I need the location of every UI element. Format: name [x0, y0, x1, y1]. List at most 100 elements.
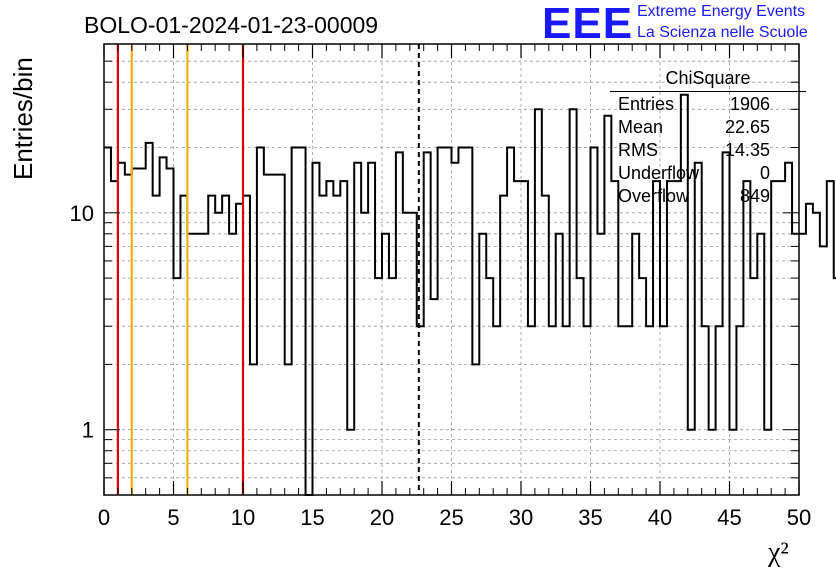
histogram-bin	[417, 326, 424, 495]
histogram-bin	[660, 326, 667, 495]
histogram-bin	[695, 163, 702, 495]
histogram-bin	[333, 196, 340, 495]
histogram-bin	[521, 181, 528, 495]
histogram-bin	[465, 147, 472, 495]
stats-value: 1906	[729, 94, 770, 114]
histogram-bin	[709, 430, 716, 495]
histogram-bin	[597, 234, 604, 495]
histogram-bin	[757, 234, 764, 495]
histogram-bin	[146, 143, 153, 495]
histogram-bin	[410, 213, 417, 495]
histogram-bin	[438, 147, 445, 495]
histogram-bin	[500, 196, 507, 495]
y-tick-label: 1	[82, 418, 94, 443]
histogram-bin	[375, 278, 382, 495]
histogram-bin	[424, 152, 431, 495]
histogram-bin	[563, 326, 570, 495]
histogram-bin	[730, 430, 737, 495]
histogram-bin	[354, 163, 361, 495]
logo-line-2: La Scienza nelle Scuole	[637, 24, 808, 41]
histogram-bin	[479, 234, 486, 495]
stats-box: ChiSquare Entries 1906 Mean 22.65 RMS 14…	[610, 66, 806, 206]
stats-title: ChiSquare	[665, 68, 751, 88]
histogram-bin	[396, 152, 403, 495]
histogram-bin	[104, 147, 111, 495]
histogram-bin	[542, 196, 549, 495]
histogram-bin	[389, 278, 396, 495]
histogram-bin	[445, 147, 452, 495]
x-tick-label: 20	[370, 505, 394, 530]
histogram-bin	[702, 326, 709, 495]
histogram-bin	[820, 246, 827, 495]
histogram-bin	[674, 181, 681, 495]
histogram-bin	[257, 147, 264, 495]
y-tick-label: 10	[70, 201, 94, 226]
histogram-bin	[632, 234, 639, 495]
histogram-bin	[528, 326, 535, 495]
histogram-bin	[403, 213, 410, 495]
histogram-bin	[591, 147, 598, 495]
x-tick-label: 5	[167, 505, 179, 530]
histogram-bin	[160, 157, 167, 495]
histogram-bin	[514, 181, 521, 495]
histogram-bin	[556, 234, 563, 495]
histogram-bin	[167, 169, 174, 495]
logo-line-1: Extreme Energy Events	[637, 3, 806, 20]
x-tick-label: 50	[787, 505, 811, 530]
histogram-bin	[584, 326, 591, 495]
stats-key: Underflow	[618, 163, 700, 183]
histogram-bin	[577, 278, 584, 495]
histogram-bin	[625, 326, 632, 495]
stats-key: RMS	[618, 140, 658, 160]
histogram-bin	[319, 196, 326, 495]
histogram-bin	[743, 181, 750, 495]
histogram-bin	[813, 213, 820, 495]
histogram-bin	[799, 234, 806, 495]
histogram-outline	[104, 93, 836, 496]
chart-title: BOLO-01-2024-01-23-00009	[84, 12, 379, 38]
histogram-bin	[778, 181, 785, 495]
histogram-bin	[139, 169, 146, 495]
histogram-bin	[382, 234, 389, 495]
histogram-bin	[646, 326, 653, 495]
stats-key: Entries	[618, 94, 675, 114]
histogram	[104, 93, 836, 496]
stats-value: 14.35	[724, 140, 770, 160]
histogram-bin	[771, 181, 778, 495]
histogram-bin	[764, 430, 771, 495]
histogram-bin	[486, 278, 493, 495]
histogram-bin	[570, 109, 577, 495]
histogram-bin	[340, 181, 347, 495]
x-tick-label: 40	[648, 505, 672, 530]
histogram-bin	[326, 181, 333, 495]
x-tick-label: 30	[509, 505, 533, 530]
histogram-bin	[278, 175, 285, 495]
histogram-bin	[347, 430, 354, 495]
stats-value: 849	[739, 186, 770, 206]
histogram-bin	[292, 147, 299, 495]
histogram-bin	[250, 364, 257, 495]
histogram-bin	[215, 213, 222, 495]
histogram-bin	[153, 196, 160, 495]
histogram-bin	[264, 175, 271, 495]
histogram-bin	[639, 278, 646, 495]
histogram-bin	[827, 181, 834, 495]
histogram-bin	[716, 326, 723, 495]
histogram-bin	[271, 175, 278, 495]
histogram-bin	[174, 278, 181, 495]
x-tick-label: 45	[717, 505, 741, 530]
histogram-bin	[299, 147, 306, 495]
histogram-bin	[194, 234, 201, 495]
histogram-bin	[507, 147, 514, 495]
histogram-bin	[750, 278, 757, 495]
histogram-bin	[368, 163, 375, 495]
x-tick-label: 35	[578, 505, 602, 530]
histogram-bin	[431, 299, 438, 495]
histogram-bin	[493, 326, 500, 495]
histogram-bin	[667, 181, 674, 495]
histogram-bin	[535, 109, 542, 495]
histogram-bin	[611, 181, 618, 495]
histogram-bin	[472, 364, 479, 495]
x-axis-label: χ²	[768, 537, 789, 568]
